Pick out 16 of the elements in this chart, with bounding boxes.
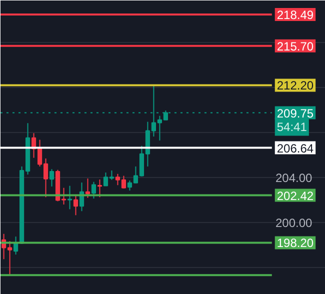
y-tick-label: 200.00 bbox=[275, 216, 312, 230]
annotation: 54:41 bbox=[276, 120, 308, 134]
candlestick bbox=[49, 168, 54, 187]
ref-line-label: 202.42 bbox=[276, 188, 314, 203]
candlestick bbox=[91, 181, 96, 200]
ref-line-label: 209.75 bbox=[276, 106, 314, 120]
candlestick bbox=[97, 179, 102, 198]
y-tick-label: 204.00 bbox=[275, 170, 312, 185]
ref-line-label: 215.70 bbox=[276, 39, 314, 54]
ref-line-label: 206.64 bbox=[276, 141, 314, 156]
candlestick bbox=[85, 178, 90, 198]
candlestick bbox=[73, 194, 78, 216]
ref-line-label: 198.20 bbox=[276, 236, 314, 250]
ref-line-label: 212.20 bbox=[276, 78, 314, 93]
ref-line-label: 218.49 bbox=[276, 8, 314, 22]
candlestick bbox=[67, 185, 72, 210]
